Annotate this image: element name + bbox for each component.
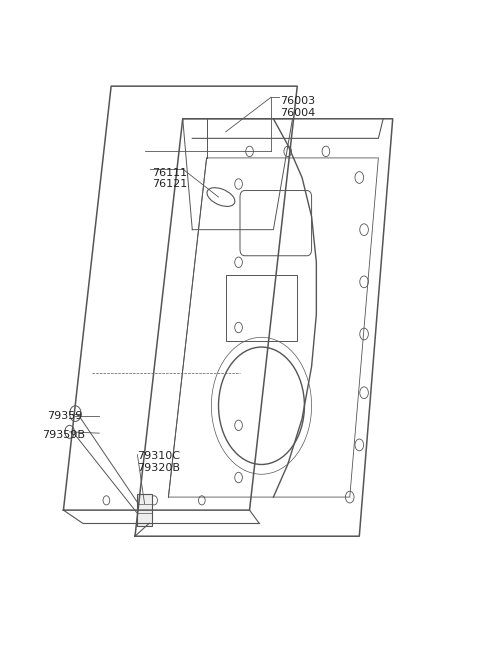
Text: 79359: 79359	[47, 411, 82, 421]
Bar	[226, 275, 297, 341]
Polygon shape	[137, 494, 152, 527]
Text: 79359B: 79359B	[42, 430, 85, 440]
Text: 76003
76004: 76003 76004	[281, 96, 316, 117]
Text: 76111
76121: 76111 76121	[152, 168, 187, 189]
Text: 79310C
79320B: 79310C 79320B	[137, 451, 180, 473]
